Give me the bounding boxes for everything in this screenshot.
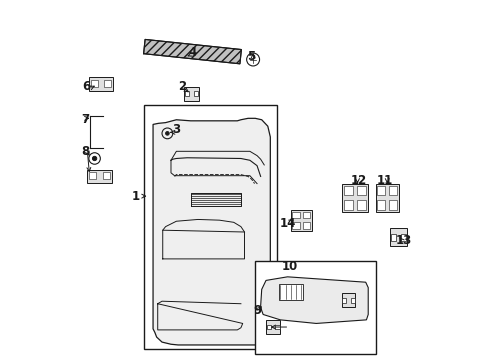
Text: 13: 13 (395, 234, 411, 247)
Bar (86, 170, 112, 183)
Text: 4: 4 (188, 46, 196, 59)
Text: 5: 5 (247, 50, 255, 63)
Bar (343, 186, 352, 195)
Bar (254, 261, 376, 354)
Bar (184, 91, 189, 96)
Polygon shape (153, 118, 270, 345)
Bar (302, 212, 309, 219)
Text: 6: 6 (82, 80, 91, 93)
Bar (377, 201, 385, 210)
Bar (343, 201, 352, 210)
Text: 7: 7 (81, 113, 89, 126)
Bar (275, 325, 279, 329)
Bar (144, 105, 276, 348)
Bar (89, 77, 112, 91)
Polygon shape (260, 277, 367, 323)
Bar (302, 222, 309, 229)
Bar (265, 320, 280, 334)
Bar (102, 172, 110, 179)
Text: 10: 10 (281, 260, 297, 273)
Bar (266, 325, 270, 329)
Text: 14: 14 (279, 216, 295, 230)
Circle shape (165, 132, 169, 135)
Bar (292, 212, 299, 219)
Bar (390, 234, 395, 240)
Text: 12: 12 (350, 174, 366, 186)
Bar (193, 91, 198, 96)
Text: 1: 1 (132, 190, 140, 203)
Bar (278, 284, 303, 300)
Bar (350, 298, 354, 302)
Circle shape (92, 156, 97, 161)
Text: 9: 9 (252, 305, 261, 318)
Bar (342, 298, 346, 302)
Text: 11: 11 (376, 174, 392, 186)
Bar (88, 172, 96, 179)
Bar (104, 80, 111, 87)
Bar (341, 184, 367, 212)
Text: 3: 3 (172, 123, 180, 136)
Bar (375, 184, 398, 212)
Bar (388, 201, 396, 210)
Bar (389, 228, 407, 246)
Text: 8: 8 (81, 145, 89, 158)
Bar (401, 234, 406, 240)
Bar (356, 201, 366, 210)
Bar (292, 222, 299, 229)
Bar (356, 186, 366, 195)
Bar (377, 186, 385, 195)
Bar (184, 87, 198, 101)
Bar (341, 293, 355, 307)
Bar (91, 80, 98, 87)
Bar (388, 186, 396, 195)
Text: 2: 2 (177, 80, 185, 93)
Polygon shape (143, 40, 241, 64)
Bar (290, 210, 311, 230)
